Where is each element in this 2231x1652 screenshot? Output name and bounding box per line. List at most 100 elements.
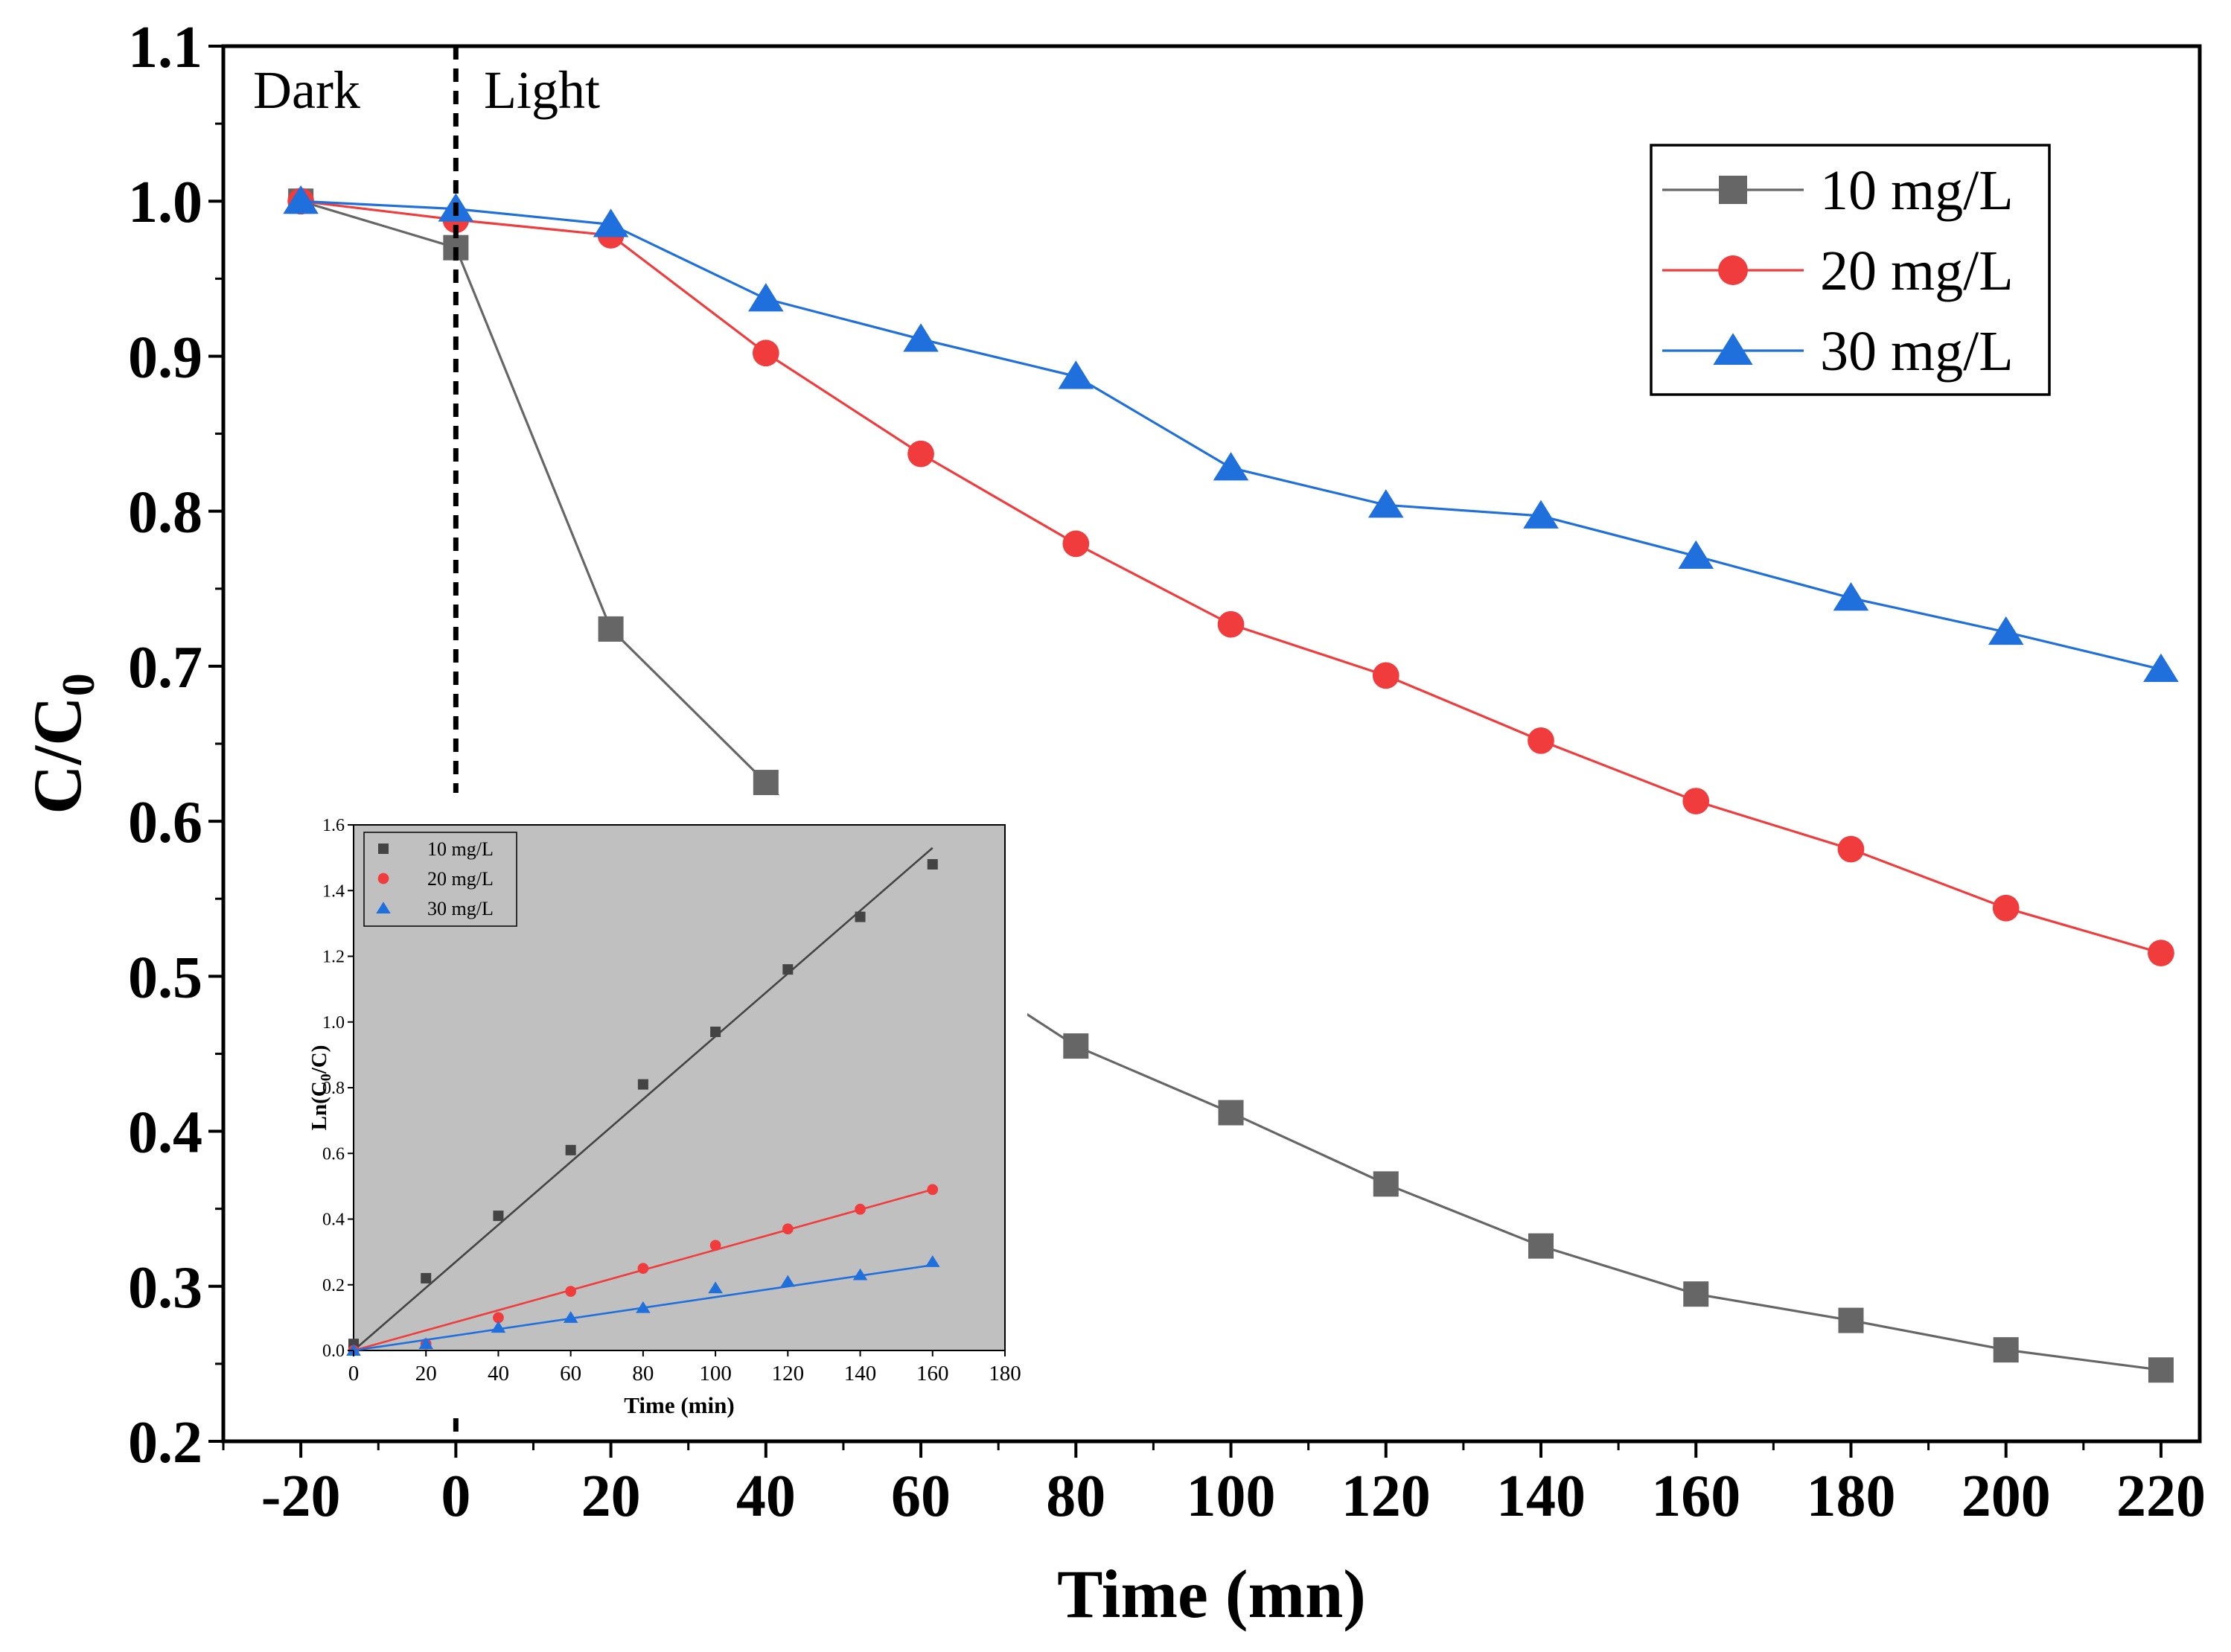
- inset-y-tick-label: 1.0: [322, 1013, 345, 1033]
- data-point-20-mg-l-9: [1682, 788, 1710, 814]
- inset-x-tick-label: 140: [844, 1362, 877, 1385]
- inset-legend-label-30-mg-l: 30 mg/L: [427, 898, 494, 919]
- inset-y-tick-label: 0.4: [322, 1211, 345, 1230]
- x-tick-label: 100: [1187, 1464, 1276, 1529]
- data-point-30-mg-l-5: [1058, 360, 1094, 389]
- inset-y-axis-title-subscript: 0: [318, 1074, 334, 1081]
- data-point-30-mg-l-9: [1678, 540, 1714, 570]
- x-axis-title: Time (mn): [1057, 1556, 1366, 1632]
- data-point-10-mg-l-9: [1683, 1281, 1709, 1307]
- data-point-20-mg-l-12: [2148, 940, 2174, 966]
- x-tick-label: 80: [1046, 1464, 1105, 1529]
- inset-y-axis-title: Ln(C0/C): [307, 1045, 334, 1131]
- data-point-20-mg-l-8: [1528, 727, 1554, 754]
- inset-legend-marker-20-mg-l: [377, 873, 389, 884]
- legend-label-30-mg-l: 30 mg/L: [1820, 320, 2014, 383]
- inset-legend-label-10-mg-l: 10 mg/L: [427, 838, 494, 860]
- inset-data-point-20-mg-l-4: [637, 1263, 649, 1275]
- data-point-10-mg-l-11: [1993, 1337, 2019, 1363]
- x-tick-label: 40: [736, 1464, 796, 1529]
- data-point-20-mg-l-4: [907, 440, 934, 468]
- inset-fit-line-10-mg-l: [353, 846, 933, 1351]
- y-tick-label: 0.4: [128, 1100, 202, 1166]
- inset-data-point-20-mg-l-7: [855, 1203, 866, 1215]
- data-point-20-mg-l-6: [1217, 610, 1245, 638]
- data-point-10-mg-l-12: [2148, 1357, 2174, 1383]
- inset-y-axis-title-tail: /C): [307, 1045, 331, 1075]
- data-point-20-mg-l-3: [752, 339, 779, 367]
- y-tick-label: 0.3: [128, 1255, 202, 1321]
- data-point-10-mg-l-7: [1373, 1171, 1399, 1197]
- x-tick-label: 200: [1962, 1464, 2051, 1529]
- inset-y-tick-label: 0.2: [322, 1276, 345, 1295]
- x-tick-label: -20: [261, 1464, 341, 1529]
- inset-data-point-20-mg-l-2: [493, 1312, 504, 1324]
- data-point-30-mg-l-10: [1833, 582, 1869, 611]
- data-point-10-mg-l-10: [1838, 1307, 1864, 1333]
- inset-x-axis-title: Time (min): [624, 1392, 734, 1418]
- inset-data-point-30-mg-l-4: [636, 1301, 651, 1313]
- inset-data-point-20-mg-l-8: [927, 1184, 939, 1196]
- data-point-30-mg-l-0: [283, 185, 319, 214]
- inset-data-point-10-mg-l-8: [927, 858, 938, 870]
- inset-data-point-30-mg-l-2: [491, 1321, 506, 1333]
- inset-y-tick-label: 1.4: [322, 881, 345, 901]
- inset-x-tick-label: 20: [415, 1362, 437, 1385]
- inset-data-point-20-mg-l-5: [709, 1240, 721, 1251]
- legend-marker-20-mg-l: [1718, 255, 1748, 285]
- data-point-30-mg-l-12: [2143, 653, 2179, 683]
- inset-data-point-10-mg-l-5: [710, 1026, 721, 1037]
- x-tick-label: 0: [441, 1464, 470, 1529]
- inset-x-tick-label: 100: [699, 1362, 732, 1385]
- y-tick-label: 1.1: [128, 15, 202, 80]
- inset-x-tick-label: 60: [560, 1362, 581, 1385]
- data-point-30-mg-l-4: [903, 323, 939, 352]
- y-tick-label: 0.8: [128, 480, 202, 546]
- data-point-30-mg-l-2: [593, 208, 629, 237]
- inset-data-point-30-mg-l-6: [780, 1275, 796, 1287]
- legend-label-20-mg-l: 20 mg/L: [1820, 240, 2014, 302]
- y-tick-label: 0.9: [128, 325, 202, 390]
- inset-data-point-30-mg-l-1: [418, 1337, 434, 1350]
- inset-data-point-30-mg-l-7: [852, 1268, 868, 1281]
- inset-y-tick-label: 0.0: [322, 1342, 345, 1361]
- y-tick-label: 0.5: [128, 945, 202, 1010]
- inset-x-tick-label: 160: [916, 1362, 949, 1385]
- inset-legend-label-20-mg-l: 20 mg/L: [427, 868, 494, 890]
- x-tick-label: 120: [1341, 1464, 1431, 1529]
- inset-y-tick-label: 1.6: [322, 816, 345, 835]
- data-point-30-mg-l-8: [1523, 500, 1559, 529]
- inset-y-tick-label: 0.6: [322, 1144, 345, 1164]
- y-tick-label: 0.2: [128, 1410, 202, 1476]
- annotation-light: Light: [484, 60, 600, 120]
- inset-data-point-30-mg-l-8: [925, 1255, 940, 1267]
- y-tick-label: 0.6: [128, 790, 202, 855]
- y-tick-label: 0.7: [128, 635, 202, 701]
- y-axis-title-main: C/C: [19, 696, 95, 814]
- data-point-30-mg-l-6: [1213, 452, 1249, 481]
- inset-y-axis-title-main: Ln(C: [307, 1081, 331, 1130]
- y-axis-title: C/C0: [19, 673, 104, 814]
- inset-x-tick-label: 180: [989, 1362, 1021, 1385]
- data-point-10-mg-l-6: [1218, 1100, 1244, 1126]
- annotation-dark: Dark: [253, 60, 360, 120]
- inset-data-point-30-mg-l-3: [563, 1311, 578, 1323]
- x-tick-label: 160: [1651, 1464, 1740, 1529]
- y-tick-label: 1.0: [128, 170, 202, 235]
- x-tick-label: 20: [581, 1464, 641, 1529]
- inset-data-point-10-mg-l-4: [637, 1079, 648, 1090]
- data-point-30-mg-l-11: [1988, 616, 2024, 645]
- data-point-10-mg-l-3: [753, 770, 779, 796]
- legend-marker-30-mg-l: [1713, 333, 1753, 365]
- legend-marker-10-mg-l: [1719, 176, 1747, 204]
- legend-label-10-mg-l: 10 mg/L: [1820, 159, 2014, 222]
- inset-y-tick-label: 1.2: [322, 948, 345, 967]
- inset-data-point-10-mg-l-1: [421, 1272, 432, 1283]
- data-point-30-mg-l-3: [748, 283, 784, 312]
- inset-data-point-10-mg-l-3: [565, 1144, 576, 1155]
- inset-legend-marker-10-mg-l: [378, 843, 389, 854]
- data-point-10-mg-l-5: [1063, 1033, 1089, 1059]
- inset-data-point-10-mg-l-7: [855, 911, 866, 922]
- inset-data-point-20-mg-l-3: [565, 1286, 577, 1297]
